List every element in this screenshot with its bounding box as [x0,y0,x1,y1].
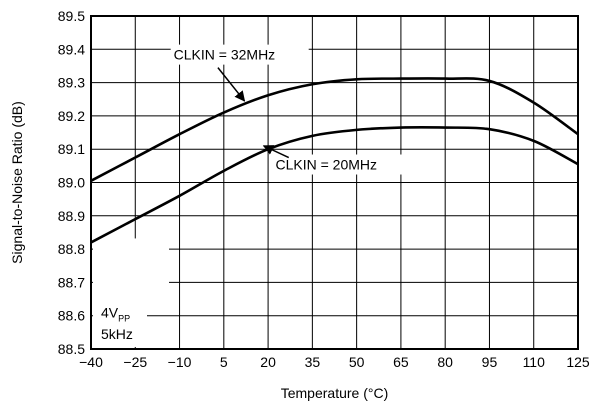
x-tick-label: 50 [349,354,365,370]
y-tick-label: 88.6 [58,308,85,324]
x-tick-label: −10 [168,354,192,370]
x-tick-label: −25 [123,354,147,370]
annotation-backdrop [272,154,411,175]
annotation-clkin-20: CLKIN = 20MHz [275,157,377,173]
annotations: CLKIN = 32MHz CLKIN = 20MHz [170,44,411,175]
annotation-arrow-32 [217,67,246,102]
x-tick-labels: −40 −25 −10 5 20 35 50 65 80 95 110 125 [79,354,590,370]
y-tick-label: 89.3 [58,75,85,91]
y-tick-label: 88.8 [58,241,85,257]
annotation-backdrop [170,44,309,65]
y-tick-label: 88.5 [58,341,85,357]
x-tick-label: 95 [482,354,498,370]
y-tick-label: 88.9 [58,208,85,224]
x-tick-label: −40 [79,354,103,370]
x-tick-label: 5 [220,354,228,370]
y-tick-labels: 88.5 88.6 88.7 88.8 88.9 89.0 89.1 89.2 89.3 89.4… [58,8,85,357]
y-tick-label: 89.1 [58,141,85,157]
y-axis-label: Signal-to-Noise Ratio (dB) [9,101,25,264]
annotation-arrow-20 [262,145,290,159]
series-line-2 [90,126,579,244]
grid [91,16,578,349]
series-lines [90,77,579,244]
condition-frequency: 5kHz [101,326,133,342]
x-tick-label: 20 [260,354,276,370]
x-tick-label: 35 [305,354,321,370]
x-axis-label: Temperature (°C) [281,385,389,401]
x-tick-label: 80 [437,354,453,370]
plot-frame [90,15,579,350]
x-tick-label: 110 [523,354,546,370]
x-tick-label: 65 [393,354,409,370]
y-tick-label: 89.0 [58,175,85,191]
conditions-backdrop [93,238,169,347]
y-tick-label: 88.7 [58,274,85,290]
y-tick-label: 89.5 [58,8,85,24]
annotation-clkin-32: CLKIN = 32MHz [174,47,276,63]
series-line-1 [90,77,579,182]
y-tick-label: 89.2 [58,108,85,124]
x-tick-label: 125 [566,354,590,370]
y-tick-label: 89.4 [58,41,85,57]
